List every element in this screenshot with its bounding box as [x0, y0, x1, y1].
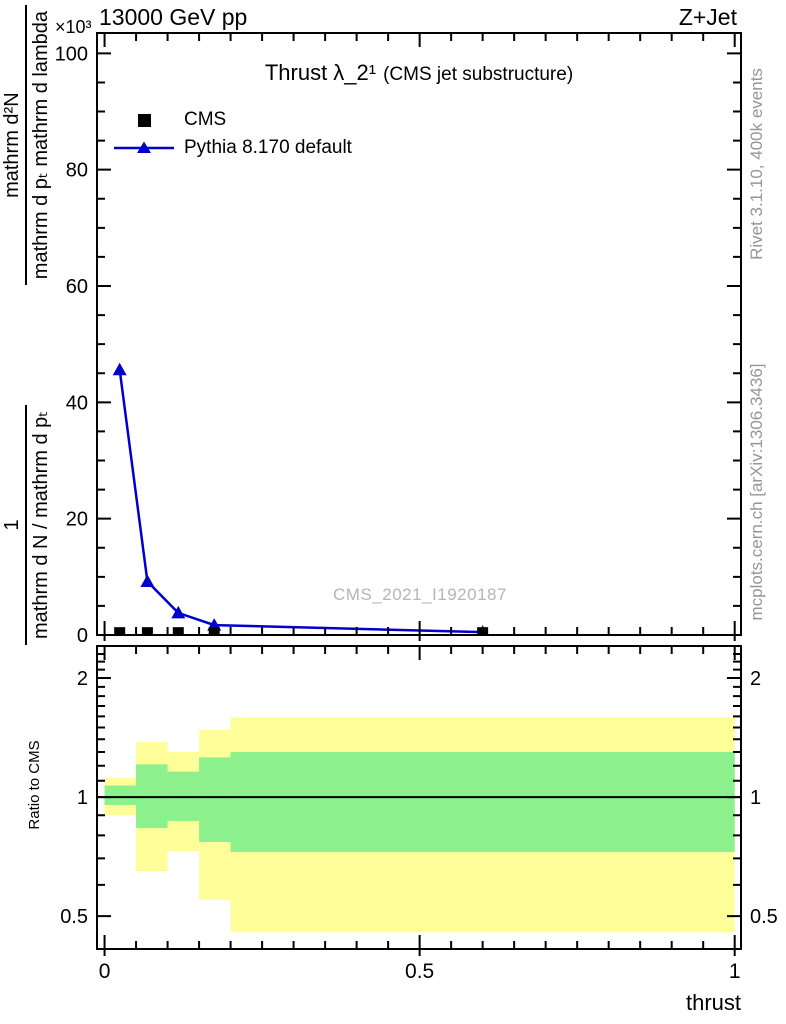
svg-text:40: 40	[66, 392, 88, 414]
legend-label-pythia: Pythia 8.170 default	[184, 137, 352, 158]
y-label-frac1-denominator: mathrm d N / mathrm d pₜ	[30, 410, 52, 639]
legend-item-pythia: Pythia 8.170 default	[108, 134, 352, 162]
y-label-fraction-1: 1 mathrm d N / mathrm d pₜ	[1, 404, 53, 645]
svg-text:1: 1	[77, 787, 88, 809]
svg-text:80: 80	[66, 160, 88, 182]
legend-item-cms: CMS	[108, 106, 352, 134]
svg-text:1: 1	[750, 787, 761, 809]
y-label-fraction-2: mathrm d²N mathrm d pₜ mathrm d lambda	[1, 5, 53, 286]
svg-text:0.5: 0.5	[60, 906, 88, 928]
process-title: Z+Jet	[678, 4, 737, 30]
y-label-frac1-numerator: 1	[1, 404, 27, 645]
plot-title-note: (CMS jet substructure)	[383, 64, 574, 85]
y-label-frac2-numerator: mathrm d²N	[1, 5, 27, 286]
legend: CMS Pythia 8.170 default	[108, 106, 352, 162]
axis-ticks	[98, 34, 740, 956]
rivet-version-note: Rivet 3.1.10, 400k events	[747, 68, 766, 260]
ratio-bands	[104, 717, 735, 933]
ratio-y-axis-label: Ratio to CMS	[26, 740, 43, 830]
x-axis-label: thrust	[685, 990, 741, 1015]
svg-text:100: 100	[55, 43, 88, 65]
beam-energy-title: 13000 GeV pp	[99, 4, 248, 30]
pythia-line-triangle-icon	[108, 140, 180, 156]
svg-text:2: 2	[77, 668, 88, 690]
svg-text:0: 0	[99, 960, 111, 983]
plot-title: Thrust λ_2¹ (CMS jet substructure)	[97, 60, 741, 86]
watermark: CMS_2021_I1920187	[333, 585, 507, 604]
plot-title-main: Thrust λ_2¹	[264, 60, 377, 85]
svg-text:0.5: 0.5	[405, 960, 434, 983]
y-label-frac2-denominator: mathrm d pₜ mathrm d lambda	[30, 11, 52, 280]
y-axis-label: 1 mathrm d N / mathrm d pₜ mathrm d²N ma…	[1, 5, 53, 645]
svg-text:20: 20	[66, 509, 88, 531]
svg-text:0.5: 0.5	[750, 906, 778, 928]
legend-label-cms: CMS	[184, 109, 227, 130]
mcplots-arxiv-note: mcplots.cern.ch [arXiv:1306.3436]	[747, 363, 766, 621]
svg-text:0: 0	[77, 625, 88, 647]
svg-text:2: 2	[750, 668, 761, 690]
y-axis-multiplier: ×10³	[55, 17, 92, 37]
svg-text:1: 1	[729, 960, 741, 983]
cms-square-icon	[108, 113, 180, 127]
svg-text:60: 60	[66, 276, 88, 298]
